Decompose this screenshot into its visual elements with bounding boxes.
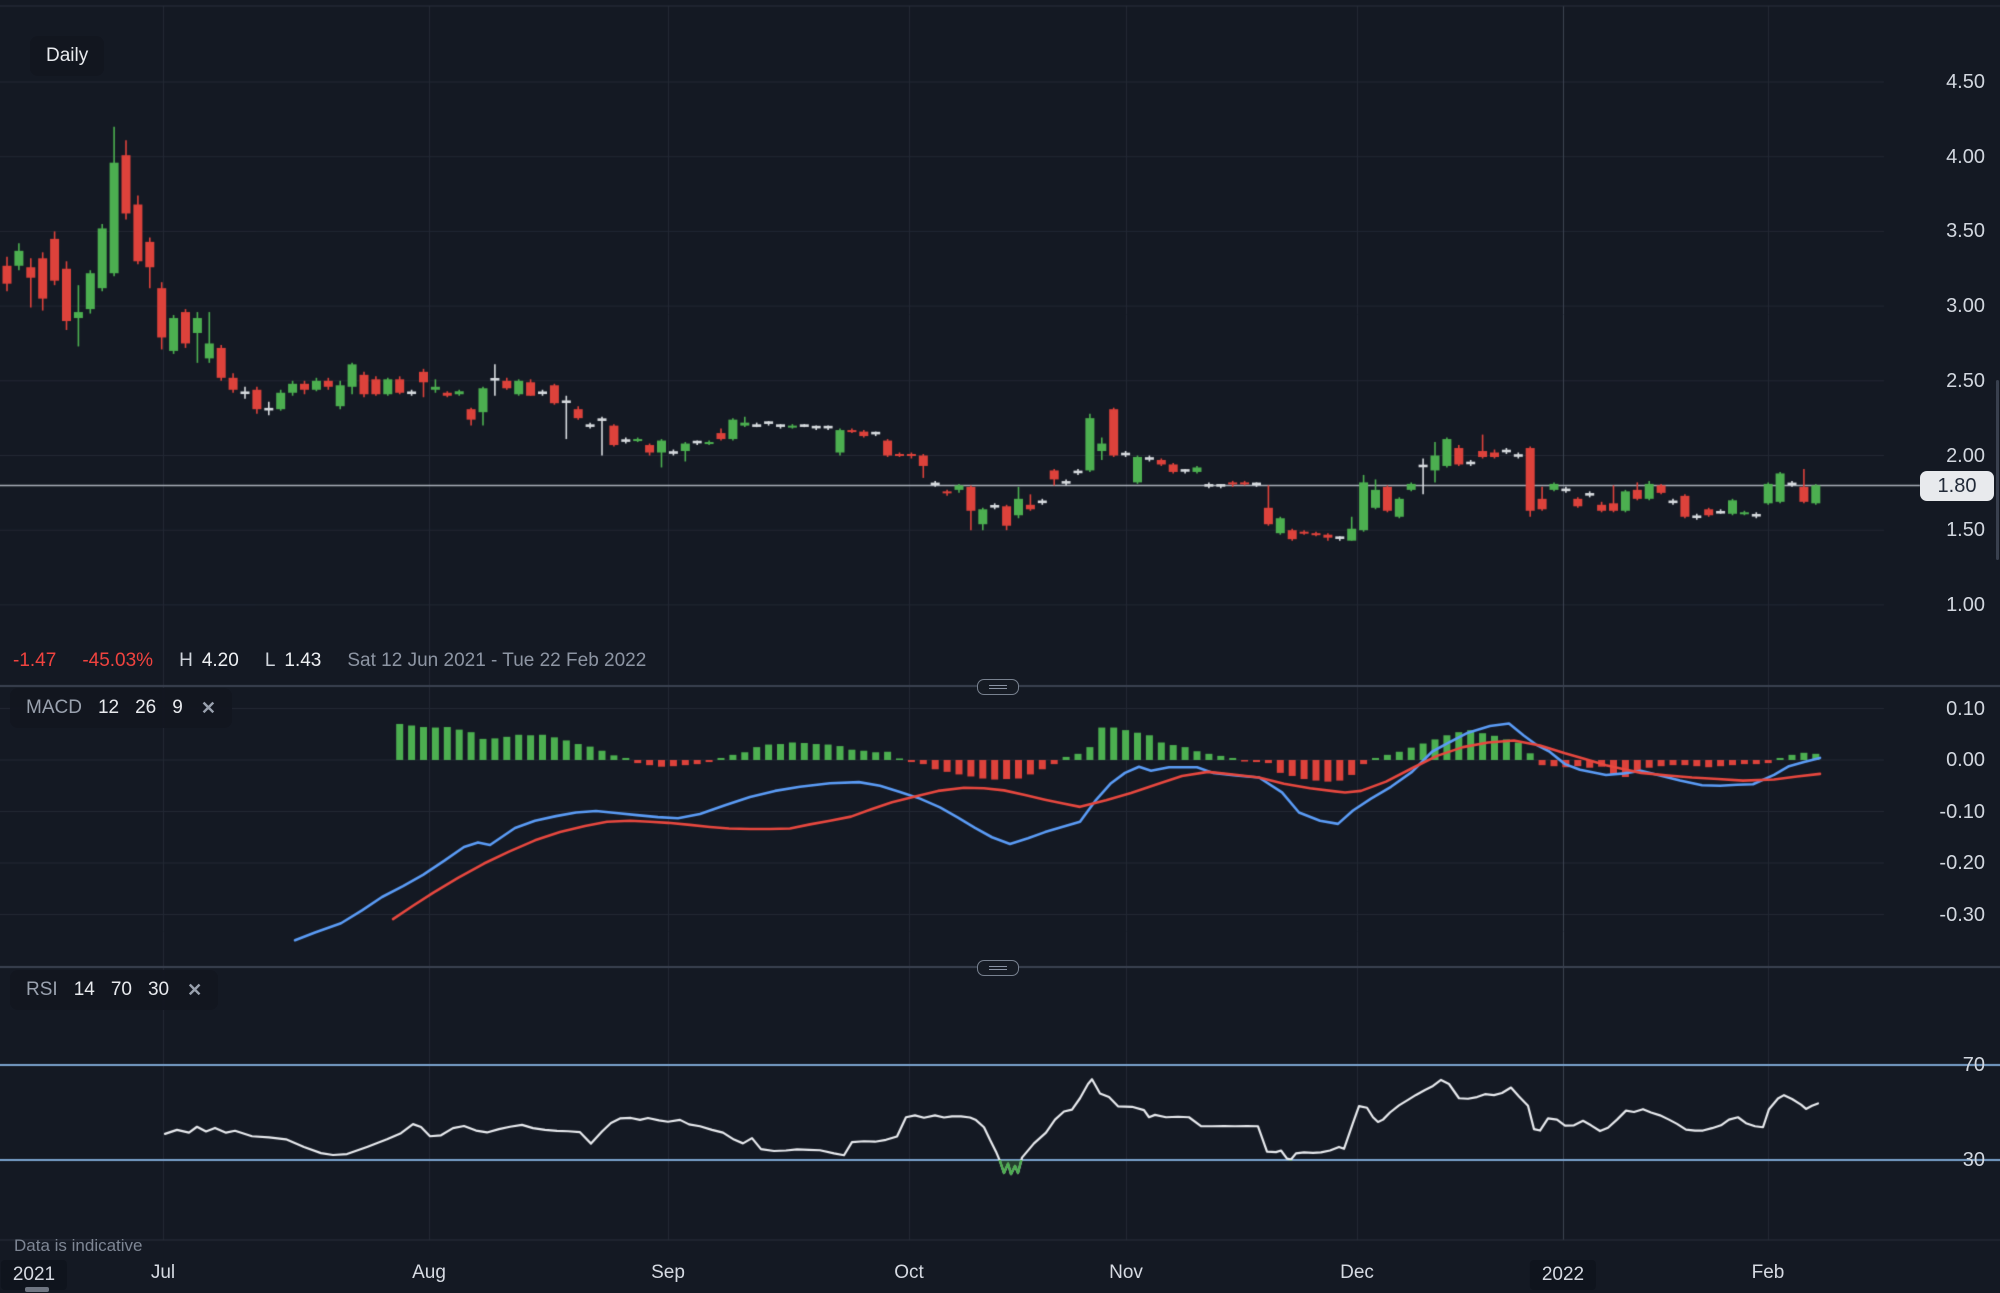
high-value: 4.20 — [201, 650, 239, 671]
rsi-param-period: 14 — [73, 979, 95, 1000]
macd-tick-label: -0.30 — [1939, 903, 1985, 926]
time-tick-label: Sep — [651, 1262, 685, 1283]
price-tick-label: 4.00 — [1946, 145, 1985, 168]
price-tick-label: 1.50 — [1946, 519, 1985, 542]
price-tick-label: 3.50 — [1946, 220, 1985, 243]
macd-param-fast: 12 — [97, 697, 120, 718]
macd-tick-label: 0.00 — [1946, 749, 1985, 771]
timeframe-label: Daily — [46, 45, 89, 66]
horizontal-scrollbar-thumb[interactable] — [25, 1287, 49, 1292]
price-tick-label: 2.50 — [1946, 369, 1985, 392]
macd-indicator-chip[interactable]: MACD 12 26 9 ✕ — [10, 688, 232, 728]
time-tick-label: Aug — [412, 1262, 446, 1283]
macd-tick-label: -0.20 — [1939, 852, 1985, 874]
change-value: -1.47 — [13, 650, 57, 671]
macd-label: MACD — [26, 697, 82, 718]
time-tick-label: Jul — [150, 1262, 176, 1283]
price-stats-row: -1.47 -45.03% H 4.20 L 1.43 Sat 12 Jun 2… — [13, 650, 646, 672]
time-tick-label: 2022 — [1529, 1260, 1597, 1290]
vertical-scrollbar-thumb[interactable] — [1996, 380, 1999, 560]
price-tick-label: 4.50 — [1946, 71, 1985, 93]
macd-close-icon[interactable]: ✕ — [200, 697, 216, 718]
macd-param-signal: 9 — [172, 697, 183, 718]
indicative-note: Data is indicative — [14, 1236, 143, 1255]
change-percent: -45.03% — [82, 650, 154, 671]
panel-resize-handle-macd[interactable] — [977, 679, 1019, 695]
last-price-badge: 1.80 — [1920, 471, 1994, 501]
high-label: H — [179, 650, 193, 671]
rsi-close-icon[interactable]: ✕ — [187, 979, 203, 1000]
time-tick-label: Dec — [1340, 1262, 1374, 1283]
price-tick-label: 2.00 — [1946, 444, 1985, 467]
macd-tick-label: -0.10 — [1939, 800, 1985, 823]
rsi-indicator-chip[interactable]: RSI 14 70 30 ✕ — [10, 970, 219, 1010]
time-tick-label: Nov — [1109, 1262, 1143, 1283]
low-label: L — [264, 650, 276, 671]
timeframe-chip[interactable]: Daily — [30, 36, 105, 76]
low-value: 1.43 — [284, 650, 322, 671]
price-tick-label: 3.00 — [1946, 295, 1985, 318]
date-range: Sat 12 Jun 2021 - Tue 22 Feb 2022 — [347, 650, 647, 671]
rsi-param-upper: 70 — [110, 979, 132, 1000]
time-tick-label: Feb — [1751, 1262, 1785, 1283]
macd-tick-label: 0.10 — [1946, 697, 1985, 720]
period-low: L 1.43 — [265, 650, 322, 672]
rsi-tick-label: 70 — [1962, 1054, 1985, 1076]
rsi-param-lower: 30 — [147, 979, 170, 1000]
price-tick-label: 1.00 — [1946, 593, 1985, 616]
rsi-label: RSI — [26, 979, 58, 1000]
macd-param-slow: 26 — [135, 697, 157, 718]
rsi-tick-label: 30 — [1962, 1149, 1985, 1171]
time-tick-label: 2021 — [0, 1260, 68, 1290]
time-tick-label: Oct — [894, 1262, 924, 1283]
period-high: H 4.20 — [179, 650, 239, 672]
panel-resize-handle-rsi[interactable] — [977, 960, 1019, 976]
